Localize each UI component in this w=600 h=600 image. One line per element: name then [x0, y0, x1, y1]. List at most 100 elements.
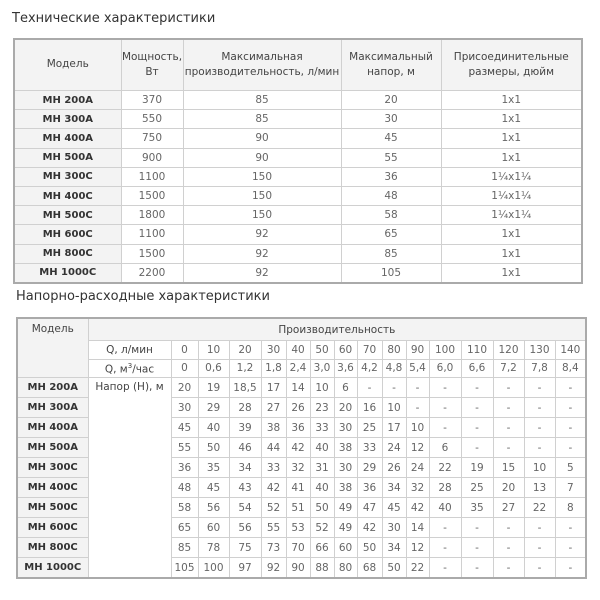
- value-cell: 90: [182, 147, 342, 168]
- value-cell: 56: [197, 497, 230, 518]
- value-cell: 92: [182, 243, 342, 264]
- value-cell: 50: [381, 557, 407, 579]
- value-cell: 85: [182, 89, 342, 111]
- value-cell: -: [428, 557, 462, 579]
- value-cell: 34: [381, 477, 407, 498]
- q-m3h-label: Q, м3/час: [87, 358, 172, 378]
- value-cell: 30: [170, 397, 199, 418]
- value-cell: 150: [182, 185, 342, 207]
- model-cell: МН 400А: [13, 128, 122, 149]
- column-header: Модель: [13, 38, 122, 91]
- value-cell: -: [492, 397, 525, 418]
- q-lmin-cell: 120: [492, 340, 525, 360]
- q-lmin-cell: 130: [523, 340, 556, 360]
- value-cell: 10: [309, 377, 335, 398]
- model-header: Модель: [16, 317, 89, 378]
- value-cell: 51: [285, 497, 311, 518]
- value-cell: 92: [182, 224, 342, 245]
- value-cell: 1x1: [440, 243, 583, 264]
- table-row: МН 800С 85 78 75 73 70 66 60 50 34 12- - - - -: [16, 537, 587, 558]
- value-cell: 6: [333, 377, 358, 398]
- value-cell: 70: [285, 537, 311, 558]
- value-cell: 29: [197, 397, 230, 418]
- value-cell: 40: [309, 437, 335, 458]
- value-cell: 19: [460, 457, 494, 478]
- q-lmin-cell: 10: [197, 340, 230, 360]
- value-cell: 42: [285, 437, 311, 458]
- table-row: МН 1000С 2200 92 105 1x1: [13, 262, 583, 284]
- value-cell: -: [554, 437, 587, 458]
- value-cell: 25: [460, 477, 494, 498]
- value-cell: 44: [260, 437, 287, 458]
- value-cell: 65: [340, 224, 442, 245]
- value-cell: 97: [228, 557, 262, 579]
- model-cell: МН 400С: [16, 477, 89, 498]
- value-cell: 78: [197, 537, 230, 558]
- table-row: МН 300А 550 85 30 1x1: [13, 109, 583, 130]
- value-cell: 50: [309, 497, 335, 518]
- value-cell: -: [523, 557, 556, 579]
- q-lmin-cell: 20: [228, 340, 262, 360]
- value-cell: 36: [340, 166, 442, 187]
- value-cell: 30: [333, 417, 358, 438]
- value-cell: -: [523, 537, 556, 558]
- model-cell: МН 800С: [13, 243, 122, 264]
- value-cell: 6: [428, 437, 462, 458]
- value-cell: -: [523, 517, 556, 538]
- model-cell: МН 800С: [16, 537, 89, 558]
- value-cell: 17: [260, 377, 287, 398]
- value-cell: 88: [309, 557, 335, 579]
- table-row: МН 800С 1500 92 85 1x1: [13, 243, 583, 264]
- value-cell: -: [523, 377, 556, 398]
- value-cell: 1¼x1¼: [440, 205, 583, 226]
- column-header: Максимальный напор, м: [340, 38, 442, 91]
- value-cell: 900: [120, 147, 184, 168]
- value-cell: 100: [197, 557, 230, 579]
- model-cell: МН 600С: [16, 517, 89, 538]
- value-cell: 41: [285, 477, 311, 498]
- q-lmin-cell: 140: [554, 340, 587, 360]
- value-cell: 23: [309, 397, 335, 418]
- q-m3h-cell: 7,2: [492, 358, 525, 378]
- value-cell: 2200: [120, 262, 184, 284]
- value-cell: -: [523, 417, 556, 438]
- value-cell: 10: [523, 457, 556, 478]
- model-cell: МН 300С: [13, 166, 122, 187]
- value-cell: 39: [228, 417, 262, 438]
- value-cell: 12: [405, 537, 430, 558]
- value-cell: -: [428, 517, 462, 538]
- table-row: МН 300А 30 29 28 27 26 23 20 16 10- - - - - -: [16, 397, 587, 418]
- value-cell: 8: [554, 497, 587, 518]
- value-cell: 58: [170, 497, 199, 518]
- value-cell: 33: [309, 417, 335, 438]
- value-cell: 24: [381, 437, 407, 458]
- value-cell: 60: [197, 517, 230, 538]
- value-cell: 73: [260, 537, 287, 558]
- value-cell: -: [523, 397, 556, 418]
- value-cell: -: [492, 437, 525, 458]
- value-cell: 1100: [120, 224, 184, 245]
- model-cell: МН 400А: [16, 417, 89, 438]
- value-cell: 38: [333, 477, 358, 498]
- value-cell: 45: [197, 477, 230, 498]
- value-cell: -: [428, 377, 462, 398]
- value-cell: 1x1: [440, 89, 583, 111]
- value-cell: 10: [381, 397, 407, 418]
- value-cell: 14: [405, 517, 430, 538]
- value-cell: 1x1: [440, 128, 583, 149]
- value-cell: 27: [492, 497, 525, 518]
- model-cell: МН 500С: [13, 205, 122, 226]
- flow-specs-title: Напорно-расходные характеристики: [16, 289, 270, 304]
- q-m3h-cell: 0: [170, 358, 199, 378]
- value-cell: 26: [381, 457, 407, 478]
- value-cell: -: [405, 397, 430, 418]
- value-cell: 43: [228, 477, 262, 498]
- value-cell: -: [460, 397, 494, 418]
- value-cell: 42: [260, 477, 287, 498]
- value-cell: 1x1: [440, 224, 583, 245]
- value-cell: 52: [309, 517, 335, 538]
- value-cell: 150: [182, 166, 342, 187]
- table-row: МН 500С 58 56 54 52 51 50 49 47 45 42 40 35 27 22 8: [16, 497, 587, 518]
- q-lmin-cell: 50: [309, 340, 335, 360]
- table-row: МН 500С 1800 150 58 1¼x1¼: [13, 205, 583, 226]
